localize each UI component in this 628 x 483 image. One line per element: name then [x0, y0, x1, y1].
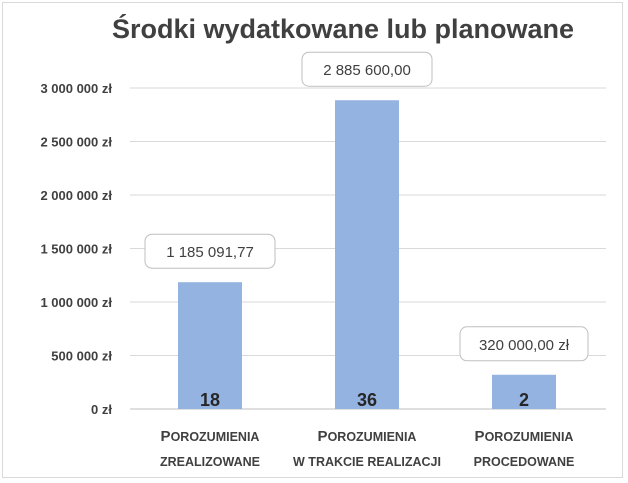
- y-tick-label: 2 000 000 zł: [40, 188, 112, 203]
- bar: [492, 374, 556, 409]
- data-label-box: [459, 326, 589, 362]
- data-label: 1 185 091,77: [166, 244, 254, 261]
- y-tick-label: 0 zł: [91, 402, 112, 417]
- data-label-box: [301, 51, 433, 87]
- bar-count-label: 18: [200, 390, 220, 410]
- data-label: 320 000,00 zł: [479, 337, 570, 354]
- bar-count-label: 36: [357, 390, 377, 410]
- chart-title: Środki wydatkowane lub planowane: [111, 14, 575, 44]
- bar: [335, 100, 399, 410]
- data-label: 2 885 600,00: [323, 62, 411, 79]
- y-tick-label: 1 000 000 zł: [40, 295, 112, 310]
- x-category-label: PROCEDOWANE: [474, 455, 575, 469]
- y-tick-label: 1 500 000 zł: [40, 242, 112, 257]
- chart-frame: [2, 2, 623, 478]
- bar-count-label: 2: [519, 390, 529, 410]
- x-category-label: POROZUMIENIA: [161, 428, 260, 445]
- y-tick-label: 2 500 000 zł: [40, 135, 112, 150]
- bar: [178, 282, 242, 409]
- x-category-label: POROZUMIENIA: [318, 428, 417, 445]
- y-tick-label: 500 000 zł: [51, 349, 112, 364]
- data-label-box: [144, 233, 276, 269]
- x-category-label: ZREALIZOWANE: [160, 455, 260, 469]
- y-tick-label: 3 000 000 zł: [40, 81, 112, 96]
- x-category-label: POROZUMIENIA: [475, 428, 574, 445]
- x-category-label: W TRAKCIE REALIZACJI: [293, 455, 441, 469]
